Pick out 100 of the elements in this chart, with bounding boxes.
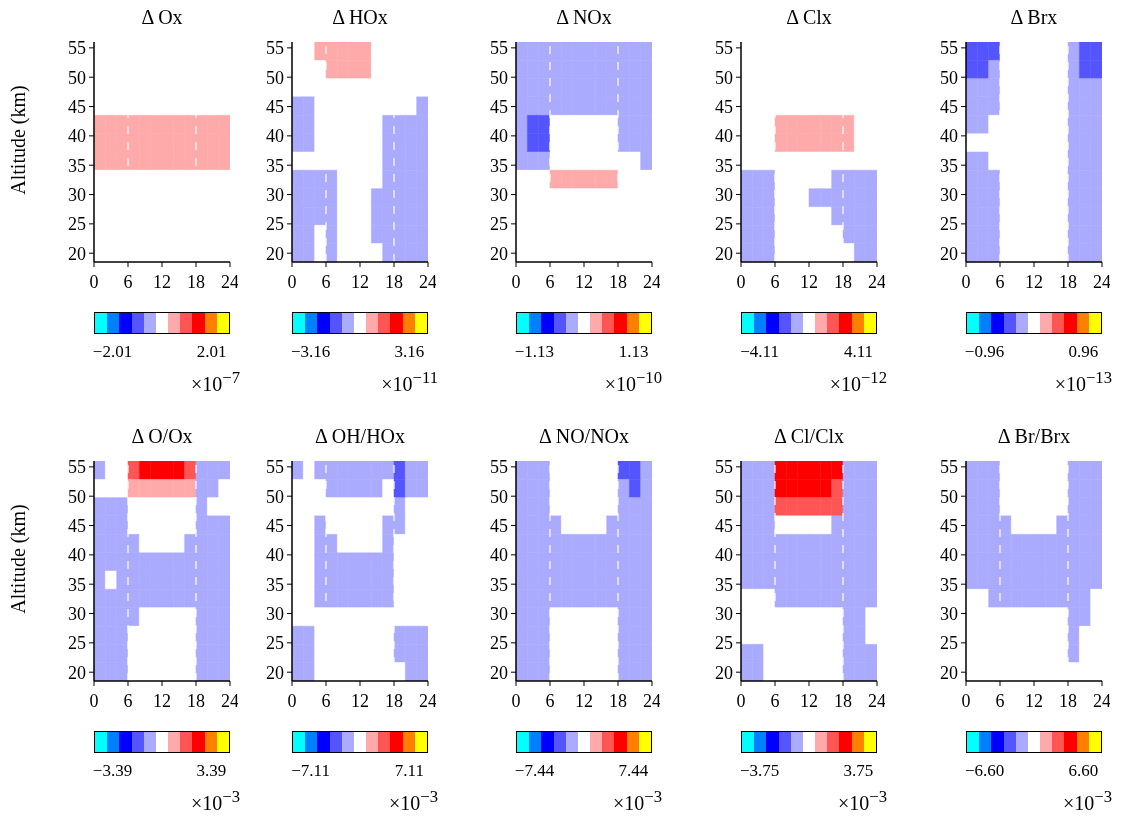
x-tick-label: 24 [868,690,886,711]
y-tick-label: 20 [266,243,284,264]
color-bar-label: 2.01 [196,342,227,362]
y-tick-label: 20 [490,662,508,683]
x-tick-label: 24 [868,271,886,292]
x-tick-label: 6 [123,271,133,292]
y-tick-label: 55 [490,38,508,59]
x-tick-label: 6 [321,690,331,711]
y-tick-label: 25 [68,633,86,654]
y-tick-label: 40 [266,545,284,566]
y-tick-label: 40 [940,545,958,566]
y-tick-label: 45 [490,515,508,536]
color-bar-label: −0.96 [964,342,1005,362]
x-tick-label: 0 [736,271,746,292]
y-tick-label: 40 [715,545,733,566]
x-tick-label: 24 [419,271,437,292]
x-tick-label: 12 [351,271,369,292]
x-tick-label: 6 [770,271,780,292]
x-tick-label: 6 [770,690,780,711]
x-tick-label: 0 [961,271,971,292]
y-tick-label: 20 [940,243,958,264]
x-tick-label: 24 [1093,690,1111,711]
color-bar-label: −3.39 [92,761,133,781]
chart-title: Δ NO/NOx [537,425,631,448]
color-bar-label: 6.60 [1068,761,1099,781]
x-tick-label: 0 [511,271,521,292]
x-tick-label: 6 [321,271,331,292]
color-bar-label: −4.11 [740,342,779,362]
x-tick-label: 24 [643,690,661,711]
x-tick-label: 18 [609,690,627,711]
color-bar-label: −2.01 [92,342,133,362]
y-tick-label: 35 [266,155,284,176]
x-tick-label: 12 [1025,690,1043,711]
chart-title: Δ NOx [555,6,613,29]
x-tick-label: 18 [1059,271,1077,292]
y-tick-label: 30 [940,603,958,624]
y-tick-label: 35 [940,155,958,176]
x-tick-label: 12 [800,690,818,711]
y-tick-label: 45 [266,96,284,117]
color-bar-label: −3.75 [739,761,780,781]
y-tick-label: 20 [940,662,958,683]
x-tick-label: 12 [351,690,369,711]
x-tick-label: 24 [643,271,661,292]
color-bar-title: ×10$^{−7}$ [190,368,240,396]
y-tick-label: 55 [68,457,86,478]
x-tick-label: 18 [1059,690,1077,711]
y-tick-label: 40 [68,545,86,566]
x-tick-label: 0 [287,271,297,292]
y-tick-label: 45 [715,96,733,117]
y-tick-label: 40 [490,545,508,566]
x-tick-label: 24 [221,690,239,711]
y-tick-label: 30 [266,603,284,624]
x-tick-label: 24 [1093,271,1111,292]
y-tick-label: 25 [266,214,284,235]
x-tick-label: 12 [575,271,593,292]
color-bar-title: ×10$^{−3}$ [837,787,887,815]
y-tick-label: 25 [715,633,733,654]
x-tick-label: 18 [834,690,852,711]
y-tick-label: 40 [68,126,86,147]
x-tick-label: 12 [1025,271,1043,292]
y-tick-label: 30 [940,184,958,205]
y-tick-label: 50 [490,67,508,88]
chart-title: Δ OH/HOx [313,425,407,448]
y-tick-label: 35 [715,574,733,595]
y-tick-label: 35 [715,155,733,176]
chart-title: Δ HOx [331,6,389,29]
chart-title: Δ O/Ox [130,425,194,448]
chart-title: Δ Clx [785,6,833,29]
x-tick-label: 18 [187,271,205,292]
color-bar-title: ×10$^{−3}$ [388,787,438,815]
y-tick-label: 55 [940,457,958,478]
x-tick-label: 0 [961,690,971,711]
y-tick-label: 30 [266,184,284,205]
y-tick-label: 25 [68,214,86,235]
x-tick-label: 0 [89,690,99,711]
x-tick-label: 12 [800,271,818,292]
y-tick-label: 45 [68,515,86,536]
chart-title: Δ Brx [1009,6,1059,29]
x-tick-label: 6 [123,690,133,711]
y-tick-label: 45 [715,515,733,536]
color-bar-title: ×10$^{−10}$ [604,368,662,396]
y-tick-label: 20 [68,243,86,264]
x-tick-label: 12 [153,690,171,711]
x-tick-label: 18 [187,690,205,711]
y-tick-label: 35 [266,574,284,595]
y-tick-label: 50 [715,486,733,507]
x-tick-label: 12 [575,690,593,711]
x-tick-label: 0 [89,271,99,292]
y-tick-label: 40 [490,126,508,147]
x-tick-label: 6 [995,690,1005,711]
y-tick-label: 50 [940,486,958,507]
y-tick-label: 25 [490,633,508,654]
x-tick-label: 24 [419,690,437,711]
y-tick-label: 20 [715,243,733,264]
color-bar-label: −6.60 [964,761,1005,781]
y-tick-label: 20 [266,662,284,683]
x-tick-label: 18 [385,690,403,711]
chart-title: Δ Br/Brx [996,425,1072,448]
y-tick-label: 50 [68,486,86,507]
y-tick-label: 50 [715,67,733,88]
